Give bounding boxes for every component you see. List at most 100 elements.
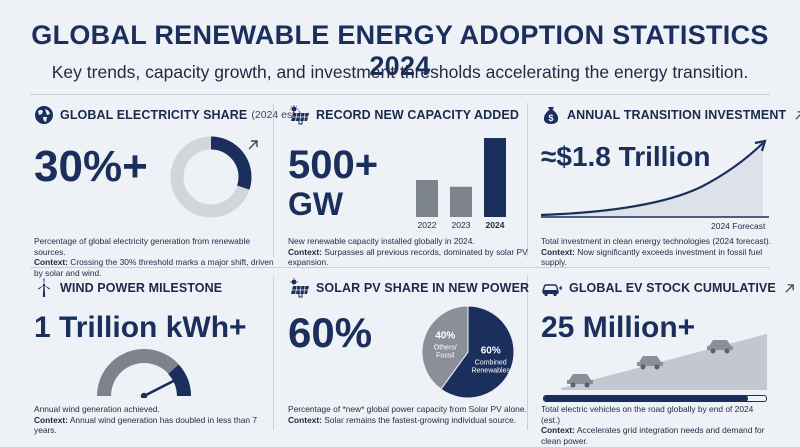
- stat-description: Percentage of *new* global power capacit…: [288, 404, 528, 425]
- card-header: WIND POWER MILESTONE: [34, 276, 222, 300]
- card-header: $ ANNUAL TRANSITION INVESTMENT: [541, 103, 800, 127]
- context-line: Context: Accelerates grid integration ne…: [541, 425, 773, 446]
- trend-arrow-icon: [785, 283, 794, 293]
- context-line: Context: Solar remains the fastest-growi…: [288, 415, 528, 426]
- bar-label-2022: 2022: [418, 220, 437, 230]
- trend-arrow-icon: [795, 110, 800, 120]
- context-line: Context: Annual wind generation has doub…: [34, 415, 274, 436]
- pie-name-label: Others/: [434, 345, 457, 352]
- pie-name-label: Combined: [475, 359, 507, 366]
- context-text: Solar remains the fastest-growing indivi…: [324, 414, 517, 425]
- solar-panel-icon: [290, 105, 309, 125]
- card-ev: GLOBAL EV STOCK CUMULATIVE 25 Million+ T…: [541, 276, 794, 446]
- stat-description: Annual wind generation achieved. Context…: [34, 404, 274, 436]
- pie-pct-label: 60%: [481, 345, 501, 356]
- car-icon: [567, 374, 593, 388]
- context-text: Annual wind generation has doubled in le…: [34, 414, 258, 436]
- stat-description: Percentage of global electricity generat…: [34, 236, 274, 278]
- divider-middle: [30, 267, 770, 268]
- context-label: Context:: [288, 414, 322, 425]
- forecast-label: 2024 Forecast: [711, 221, 766, 231]
- context-text: Now significantly exceeds investment in …: [541, 246, 763, 268]
- pie-pct-label: 40%: [435, 331, 455, 342]
- description-text: Total investment in clean energy technol…: [541, 236, 771, 246]
- bar-2024: [484, 138, 506, 217]
- page-subtitle: Key trends, capacity growth, and investm…: [51, 62, 749, 82]
- money-bag-icon: $: [543, 107, 559, 124]
- context-text: Crossing the 30% threshold marks a major…: [34, 257, 274, 278]
- share-donut: [170, 136, 252, 218]
- card-title: RECORD NEW CAPACITY ADDED: [316, 108, 519, 122]
- card-title: SOLAR PV SHARE IN NEW POWER: [316, 281, 530, 295]
- capacity-bar-chart: 2022 2023 2024: [416, 138, 506, 230]
- stat-value-line2: GW: [288, 186, 344, 222]
- card-title: GLOBAL ELECTRICITY SHARE: [60, 108, 248, 122]
- card-header: SOLAR PV SHARE IN NEW POWER: [288, 276, 529, 300]
- bar-2023: [450, 186, 472, 217]
- context-label: Context:: [34, 257, 68, 267]
- svg-text:$: $: [548, 113, 553, 123]
- stat-description: New renewable capacity installed globall…: [288, 236, 528, 268]
- card-electricity-share: GLOBAL ELECTRICITY SHARE (2024 est.) 30%…: [34, 103, 302, 278]
- description-text: Percentage of global electricity generat…: [34, 236, 251, 257]
- card-investment: $ ANNUAL TRANSITION INVESTMENT ≈$1.8 Tri…: [541, 103, 800, 267]
- car-icon: [707, 340, 733, 354]
- pie-slice-1: [421, 305, 469, 390]
- description-text: Percentage of *new* global power capacit…: [288, 404, 527, 414]
- card-header: GLOBAL ELECTRICITY SHARE (2024 est.): [34, 103, 302, 127]
- globe-icon: [35, 106, 53, 124]
- description-text: Annual wind generation achieved.: [34, 404, 160, 414]
- context-line: Context: Now significantly exceeds inves…: [541, 247, 781, 268]
- card-note: (2024 est.): [251, 109, 302, 121]
- divider-top: [30, 94, 770, 95]
- bar-2022: [416, 180, 438, 217]
- divider-col1-row2: [273, 276, 274, 430]
- stat-value: ≈$1.8 Trillion: [541, 141, 711, 172]
- card-header: RECORD NEW CAPACITY ADDED: [288, 103, 519, 127]
- trend-arrow-icon: [248, 140, 258, 150]
- card-title: GLOBAL EV STOCK CUMULATIVE: [569, 281, 776, 295]
- stat-value: 25 Million+: [541, 311, 696, 344]
- investment-growth-curve: [541, 139, 769, 218]
- context-line: Context: Crossing the 30% threshold mark…: [34, 257, 274, 278]
- divider-col2-row2: [527, 276, 528, 430]
- stat-description: Total electric vehicles on the road glob…: [541, 404, 773, 446]
- description-text: Total electric vehicles on the road glob…: [541, 404, 754, 425]
- car-icon: [637, 356, 663, 370]
- pie-name-label: Renewables: [471, 367, 510, 374]
- context-label: Context:: [34, 414, 68, 425]
- stat-value-line1: 500+: [288, 143, 379, 187]
- ev-progress-fill: [544, 396, 749, 401]
- description-text: New renewable capacity installed globall…: [288, 236, 475, 246]
- stat-value: 1 Trillion kWh+: [34, 311, 247, 344]
- stat-value: 60%: [288, 309, 373, 356]
- page-title: GLOBAL RENEWABLE ENERGY ADOPTION STATIST…: [31, 20, 769, 81]
- card-new-capacity: RECORD NEW CAPACITY ADDED 500+ GW 2022 20…: [288, 103, 528, 267]
- context-label: Context:: [541, 246, 575, 257]
- context-line: Context: Surpasses all previous records,…: [288, 247, 528, 268]
- context-text: Accelerates grid integration needs and d…: [541, 425, 765, 446]
- pie-name-label: Fossil: [436, 353, 455, 360]
- card-title: WIND POWER MILESTONE: [60, 281, 223, 295]
- gauge-needle: [142, 378, 178, 398]
- divider-col2-row1: [527, 103, 528, 257]
- stat-value: 30%+: [34, 142, 148, 191]
- ev-car-icon: [542, 284, 562, 297]
- wind-gauge: [97, 349, 191, 398]
- solar-panel-icon: [290, 278, 309, 298]
- bar-label-2023: 2023: [452, 220, 471, 230]
- wind-turbine-icon: [38, 278, 50, 297]
- card-header: GLOBAL EV STOCK CUMULATIVE: [541, 276, 800, 300]
- context-text: Surpasses all previous records, dominate…: [288, 246, 528, 268]
- donut-share-arc: [170, 136, 252, 218]
- ev-progress-track: [543, 395, 767, 402]
- card-title: ANNUAL TRANSITION INVESTMENT: [567, 108, 787, 122]
- pie-slice-0: [440, 305, 515, 399]
- stat-description: Total investment in clean energy technol…: [541, 236, 781, 268]
- divider-col1-row1: [273, 103, 274, 257]
- context-label: Context:: [288, 246, 322, 257]
- ev-growth-slope: [561, 334, 767, 390]
- card-wind: WIND POWER MILESTONE 1 Trillion kWh+ Ann…: [34, 276, 264, 436]
- context-label: Context:: [541, 425, 575, 435]
